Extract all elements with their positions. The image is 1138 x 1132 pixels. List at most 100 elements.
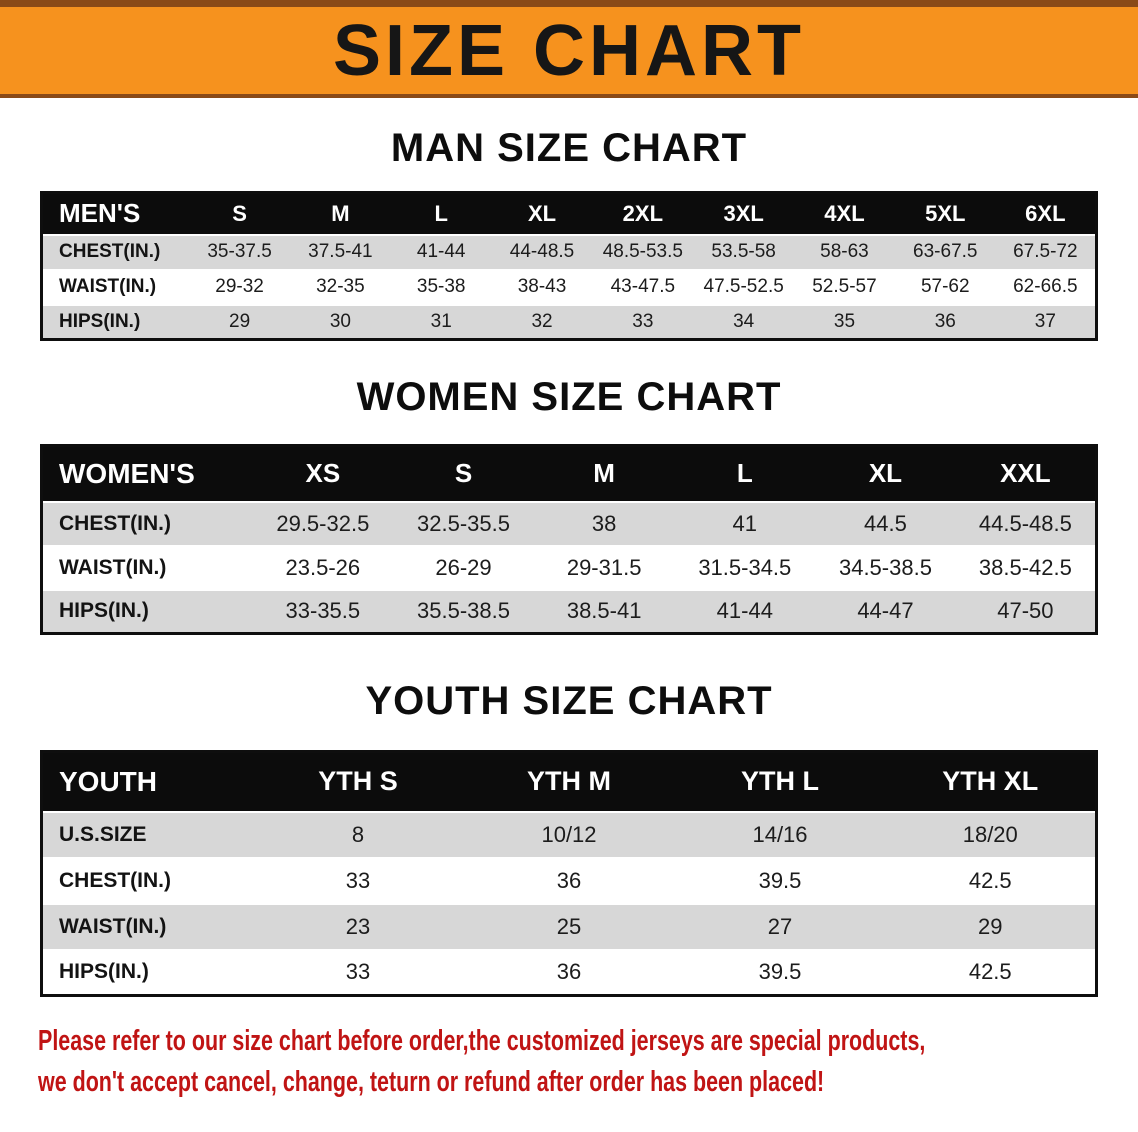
measure-value-cell: 38	[591, 510, 617, 536]
measure-row: WAIST(IN.) 23 25 27 29	[41, 903, 1097, 950]
size-table-header-row: WOMEN'S XS S M L XL XXL	[41, 445, 1097, 502]
size-header-cell: XXL	[955, 445, 1097, 502]
measure-value-cell: 32	[531, 310, 553, 332]
measure-value-cell: 34	[733, 310, 755, 332]
size-header-cell: XS	[252, 445, 394, 502]
measure-label-cell: HIPS(IN.)	[59, 310, 141, 332]
measure-label-cell: WAIST(IN.)	[59, 555, 167, 579]
size-table: YOUTH YTH S YTH M YTH L YTH XL U.S.SIZE 8 10/12…	[40, 750, 1098, 997]
measure-value-cell: 29.5-32.5	[276, 510, 370, 536]
measure-value-cell: 67.5-72	[1013, 241, 1078, 262]
measure-label-cell: HIPS(IN.)	[59, 599, 149, 623]
order-note: Please refer to our size chart before or…	[24, 1021, 1114, 1103]
measure-value-cell: 32-35	[316, 276, 365, 297]
measure-row: U.S.SIZE 8 10/12 14/16 18/20	[41, 811, 1097, 858]
measure-value-cell: 29	[978, 913, 1003, 939]
measure-value-cell: 29-32	[215, 276, 264, 297]
measure-value-cell: 57-62	[920, 276, 970, 297]
measure-value-cell: 47-50	[997, 598, 1054, 624]
size-header-cell: M	[533, 445, 675, 502]
measure-value-cell: 10/12	[541, 821, 597, 847]
measure-value-cell: 31	[430, 310, 452, 332]
measure-value-cell: 23.5-26	[285, 554, 361, 580]
measure-value-cell: 31.5-34.5	[698, 554, 792, 580]
section-heading-youth: YOUTH SIZE CHART	[365, 679, 773, 723]
measure-value-cell: 52.5-57	[812, 276, 877, 297]
measure-value-cell: 44-47	[857, 598, 914, 624]
measure-label-cell: CHEST(IN.)	[59, 868, 171, 892]
measure-value-cell: 26-29	[435, 554, 492, 580]
size-table: MEN'S S M L XL 2XL 3XL 4XL 5XL 6XL CHEST(IN.) 35-37…	[40, 191, 1098, 341]
section-youth: YOUTH SIZE CHART YOUTH YTH S YTH M YTH L YTH…	[0, 679, 1138, 997]
size-header-cell: YTH M	[463, 751, 675, 812]
measure-label-cell: WAIST(IN.)	[59, 276, 157, 297]
measure-value-cell: 33	[632, 310, 654, 332]
measure-row: HIPS(IN.) 33-35.5 35.5-38.5 38.5-41 41-44 44-…	[41, 589, 1097, 634]
size-header-cell: S	[393, 445, 534, 502]
size-header-cell: YTH S	[252, 751, 464, 812]
size-table: WOMEN'S XS S M L XL XXL CHEST(IN.) 29.5-32.5 32.5…	[40, 444, 1098, 635]
men-size-table-wrap: MEN'S S M L XL 2XL 3XL 4XL 5XL 6XL CHEST(IN.) 35-37…	[40, 191, 1098, 341]
size-header-cell: S	[189, 192, 290, 235]
measure-value-cell: 35.5-38.5	[417, 598, 510, 624]
measure-value-cell: 35-38	[416, 276, 466, 297]
measure-value-cell: 63-67.5	[913, 241, 978, 262]
measure-value-cell: 33	[345, 959, 371, 985]
measure-value-cell: 42.5	[968, 867, 1012, 893]
measure-value-cell: 41-44	[416, 241, 466, 262]
table-title-cell: YOUTH	[41, 751, 253, 812]
measure-value-cell: 39.5	[758, 867, 802, 893]
size-header-cell: YTH XL	[885, 751, 1097, 812]
banner: SIZE CHART	[0, 0, 1138, 98]
size-header-cell: YTH L	[674, 751, 886, 812]
measure-value-cell: 30	[329, 310, 351, 332]
measure-value-cell: 29-31.5	[566, 554, 642, 580]
size-header-cell: M	[290, 192, 391, 235]
size-table-header-row: MEN'S S M L XL 2XL 3XL 4XL 5XL 6XL	[41, 192, 1097, 235]
measure-value-cell: 58-63	[820, 241, 869, 262]
measure-value-cell: 27	[767, 913, 793, 939]
size-header-cell: XL	[815, 445, 956, 502]
measure-label-cell: U.S.SIZE	[59, 822, 147, 846]
measure-value-cell: 35-37.5	[207, 241, 272, 262]
banner-title: SIZE CHART	[333, 10, 805, 91]
measure-value-cell: 36	[556, 867, 582, 893]
measure-value-cell: 29	[229, 310, 251, 332]
size-header-cell: 3XL	[693, 192, 795, 235]
measure-value-cell: 44.5-48.5	[978, 510, 1072, 536]
size-header-cell: 4XL	[794, 192, 895, 235]
measure-row: CHEST(IN.) 35-37.5 37.5-41 41-44 44-48.5 48.5…	[41, 234, 1097, 270]
order-note-line-1: Please refer to our size chart before or…	[38, 1025, 926, 1057]
measure-label-cell: HIPS(IN.)	[59, 960, 149, 984]
measure-label-cell: CHEST(IN.)	[59, 511, 171, 535]
measure-value-cell: 38.5-42.5	[978, 554, 1072, 580]
measure-row: WAIST(IN.) 29-32 32-35 35-38 38-43 43-47.5 47.…	[41, 269, 1097, 305]
women-size-table-wrap: WOMEN'S XS S M L XL XXL CHEST(IN.) 29.5-32.5 32.5…	[40, 444, 1098, 635]
measure-row: CHEST(IN.) 29.5-32.5 32.5-35.5 38 41 44.5 44.5…	[41, 501, 1097, 546]
measure-value-cell: 36	[556, 959, 582, 985]
measure-value-cell: 48.5-53.5	[602, 241, 683, 262]
youth-size-table-wrap: YOUTH YTH S YTH M YTH L YTH XL U.S.SIZE 8 10/12…	[40, 750, 1098, 997]
measure-label-cell: WAIST(IN.)	[59, 914, 167, 938]
measure-value-cell: 37.5-41	[308, 241, 373, 262]
size-header-cell: L	[674, 445, 816, 502]
measure-value-cell: 34.5-38.5	[838, 554, 932, 580]
measure-value-cell: 18/20	[962, 821, 1018, 847]
measure-value-cell: 25	[556, 913, 582, 939]
measure-value-cell: 33	[345, 867, 371, 893]
measure-row: HIPS(IN.) 33 36 39.5 42.5	[41, 949, 1097, 996]
size-header-cell: L	[390, 192, 492, 235]
measure-value-cell: 44-48.5	[509, 241, 575, 262]
measure-row: CHEST(IN.) 33 36 39.5 42.5	[41, 857, 1097, 904]
measure-value-cell: 62-66.5	[1013, 276, 1078, 297]
measure-value-cell: 38-43	[517, 276, 567, 297]
measure-value-cell: 39.5	[758, 959, 802, 985]
measure-row: WAIST(IN.) 23.5-26 26-29 29-31.5 31.5-34.5 34…	[41, 545, 1097, 590]
measure-label-cell: CHEST(IN.)	[59, 241, 161, 262]
table-title-cell: MEN'S	[41, 192, 190, 235]
measure-value-cell: 44.5	[864, 510, 907, 536]
section-women: WOMEN SIZE CHART WOMEN'S XS S M L XL XXL CHEST(…	[0, 375, 1138, 635]
size-header-cell: 6XL	[995, 192, 1097, 235]
measure-value-cell: 47.5-52.5	[703, 276, 784, 297]
measure-value-cell: 42.5	[968, 959, 1012, 985]
